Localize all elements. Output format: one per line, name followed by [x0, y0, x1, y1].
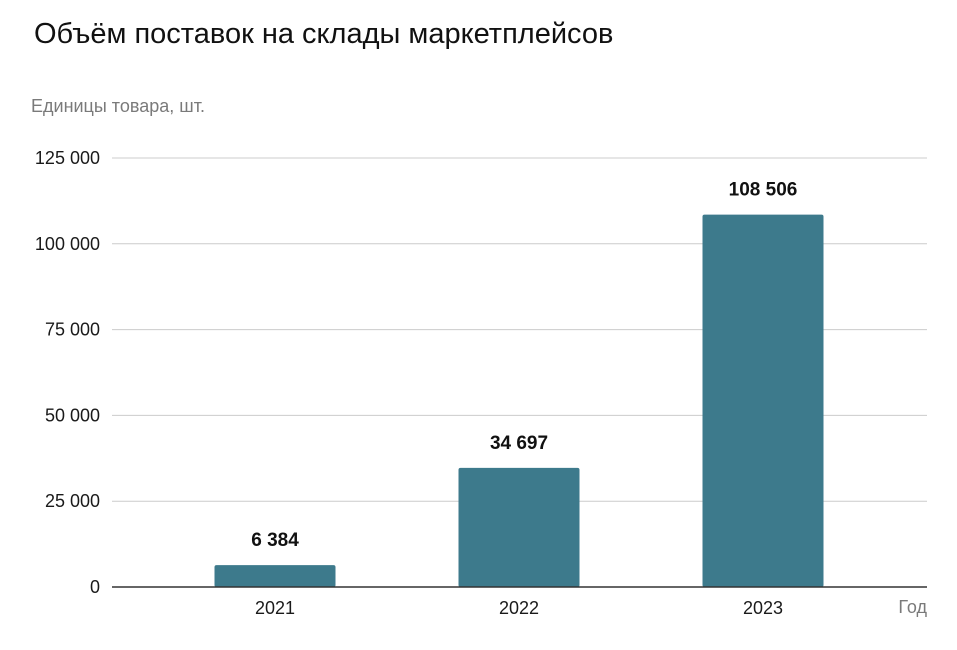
y-tick-labels: 0 25 000 50 000 75 000 100 000 125 000	[35, 148, 100, 597]
y-tick-label: 50 000	[45, 405, 100, 425]
bars	[214, 214, 824, 587]
data-label: 6 384	[251, 530, 299, 551]
y-tick-label: 0	[90, 577, 100, 597]
data-label: 34 697	[490, 433, 548, 454]
x-tick-label: 2021	[255, 598, 295, 618]
y-tick-label: 25 000	[45, 491, 100, 511]
value-labels: 6 384 34 697 108 506	[251, 180, 797, 551]
y-tick-label: 125 000	[35, 148, 100, 168]
y-tick-label: 100 000	[35, 234, 100, 254]
x-tick-label: 2022	[499, 598, 539, 618]
chart-title: Объём поставок на склады маркетплейсов	[34, 18, 614, 50]
x-tick-labels: 2021 2022 2023	[255, 598, 783, 618]
x-tick-label: 2023	[743, 598, 783, 618]
y-axis-label: Единицы товара, шт.	[31, 96, 205, 116]
bar	[214, 565, 336, 587]
bar	[702, 214, 824, 587]
x-axis-label: Год	[898, 597, 927, 617]
bar	[458, 467, 580, 587]
y-tick-label: 75 000	[45, 320, 100, 340]
data-label: 108 506	[729, 180, 798, 201]
